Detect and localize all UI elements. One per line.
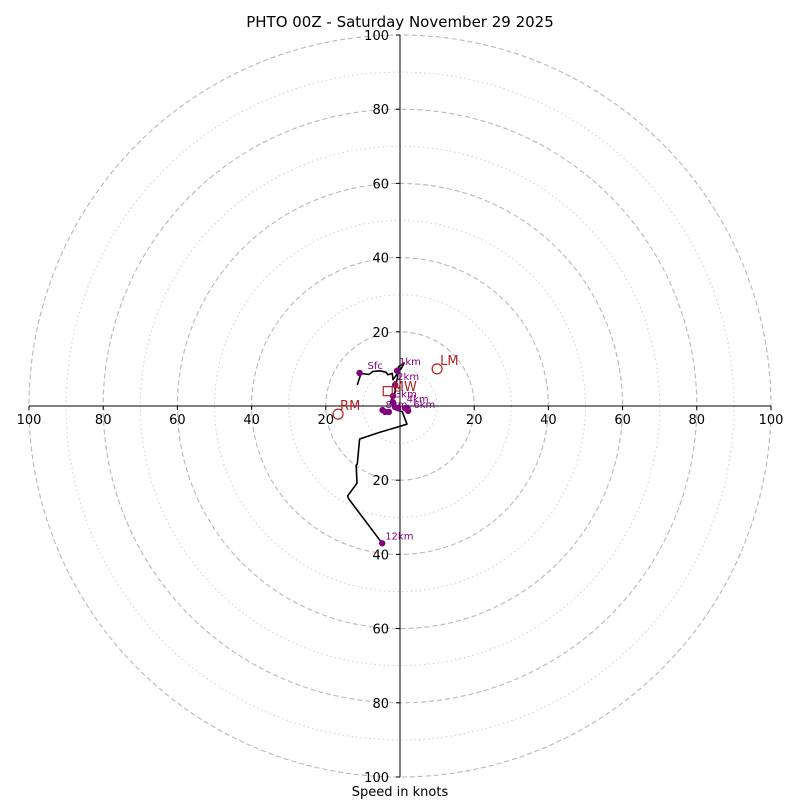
y-tick-label: 80 — [372, 697, 389, 712]
height-marker — [389, 399, 397, 406]
height-marker — [391, 381, 399, 389]
height-marker — [401, 405, 409, 412]
x-tick-label: 20 — [318, 413, 335, 428]
tick-labels: 100 80 60 40 20 20 40 60 80 100 100 80 60 40 20 20 40 60 8… — [17, 29, 784, 786]
height-label: 8km — [386, 400, 408, 411]
x-tick-label: 60 — [614, 413, 631, 428]
height-label: 12km — [385, 531, 413, 542]
height-marker — [356, 369, 363, 377]
x-tick-label: 80 — [689, 413, 706, 428]
y-tick-label: 20 — [372, 474, 389, 489]
height-label: Sfc — [368, 361, 383, 372]
y-tick-label: 100 — [364, 771, 389, 786]
motion-marker-mw — [382, 386, 393, 397]
x-tick-label: 40 — [243, 413, 260, 428]
motion-label-mw: MW — [393, 380, 417, 395]
y-tick-label: 100 — [364, 29, 389, 44]
motion-label-lm: LM — [440, 354, 458, 369]
x-tick-label: 80 — [95, 413, 112, 428]
motion-label-rm: RM — [340, 399, 360, 414]
y-tick-label: 40 — [372, 548, 389, 563]
height-marker — [393, 367, 401, 374]
height-marker — [394, 405, 402, 412]
x-axis-label: Speed in knots — [352, 785, 449, 800]
x-tick-label: 40 — [540, 413, 557, 428]
x-tick-label: 100 — [17, 413, 42, 428]
motion-marker-lm — [431, 363, 443, 375]
motion-marker-rm — [332, 408, 344, 420]
height-marker — [378, 540, 386, 547]
height-marker — [389, 392, 397, 400]
y-tick-label: 20 — [372, 326, 389, 341]
height-label: 2km — [397, 372, 419, 383]
y-tick-label: 60 — [372, 623, 389, 638]
x-tick-label: 60 — [169, 413, 186, 428]
height-label: 3km — [395, 389, 417, 400]
y-tick-label: 40 — [372, 252, 389, 267]
x-tick-label: 100 — [759, 413, 784, 428]
x-tick-label: 20 — [466, 413, 483, 428]
height-marker — [385, 408, 393, 416]
height-label: 1km — [399, 357, 421, 368]
y-tick-label: 80 — [372, 103, 389, 118]
chart-title: PHTO 00Z - Saturday November 29 2025 — [246, 13, 554, 31]
height-label: 4km — [407, 395, 429, 406]
y-tick-label: 60 — [372, 177, 389, 192]
storm-motion-markers: LM RM MW — [332, 354, 459, 420]
height-label: 6km — [413, 400, 435, 411]
